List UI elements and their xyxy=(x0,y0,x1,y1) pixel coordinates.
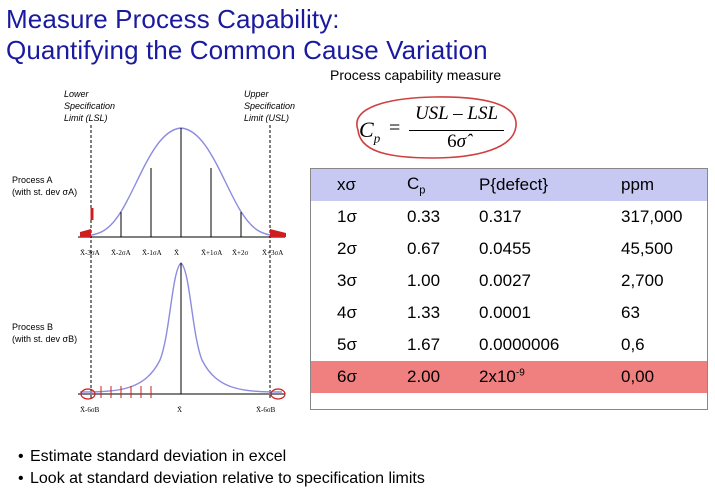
usl-label-3: Limit (USL) xyxy=(244,113,289,123)
tick-a: X̄+2σ xyxy=(232,249,249,257)
formula-denominator: 6σ̂ xyxy=(447,131,466,152)
header-pdefect: P{defect} xyxy=(479,169,621,201)
formula-lhs: Cp xyxy=(359,117,381,146)
cell-sigma: 4σ xyxy=(337,303,357,322)
tail-right-a xyxy=(270,229,286,237)
cell-sigma: 5σ xyxy=(337,335,357,354)
bullet-item: Look at standard deviation relative to s… xyxy=(18,468,425,490)
cell-pdefect: 0.0000006 xyxy=(479,335,560,354)
process-b-label: Process B xyxy=(12,322,53,332)
cell-sigma: 6σ xyxy=(311,361,407,393)
cell-sigma: 1σ xyxy=(337,207,357,226)
formula-numerator: USL – LSL xyxy=(414,103,499,124)
cp-formula: Cp = USL – LSL 6σ̂ xyxy=(359,103,509,153)
cell-ppm: 0,00 xyxy=(621,361,707,393)
cell-ppm: 2,700 xyxy=(621,271,664,290)
tick-a: X̄+1σA xyxy=(201,249,222,257)
table-row-highlighted: 6σ 2.00 2x10-9 0,00 xyxy=(311,361,707,393)
bullet-list: Estimate standard deviation in excel Loo… xyxy=(18,446,425,490)
cell-cp: 2.00 xyxy=(407,361,479,393)
cell-pdefect: 0.0027 xyxy=(479,271,531,290)
cell-cp: 0.33 xyxy=(407,207,441,226)
cell-sigma: 2σ xyxy=(337,239,357,258)
lsl-label-2: Specification xyxy=(64,101,115,111)
cell-ppm: 317,000 xyxy=(621,207,683,226)
tick-a: X̄+3σA xyxy=(262,249,283,257)
lsl-label-3: Limit (LSL) xyxy=(64,113,108,123)
title-line-1: Measure Process Capability: xyxy=(6,4,340,34)
header-cp: Cp xyxy=(407,169,479,201)
header-ppm: ppm xyxy=(621,169,707,201)
fraction-bar xyxy=(409,130,504,131)
cell-ppm: 63 xyxy=(621,303,640,322)
process-b-sub: (with st. dev σB) xyxy=(12,334,77,344)
cell-ppm: 45,500 xyxy=(621,239,673,258)
process-a-sub: (with st. dev σA) xyxy=(12,187,77,197)
tail-circle-left-b xyxy=(80,388,96,400)
lsl-label-1: Lower xyxy=(64,89,90,99)
tail-circle-right-b xyxy=(270,388,286,400)
tick-b: X̄ xyxy=(177,406,182,414)
cell-ppm: 0,6 xyxy=(621,335,645,354)
cell-cp: 1.33 xyxy=(407,303,441,322)
table-row: 5σ 1.67 0.0000006 0,6 xyxy=(311,329,707,361)
tick-b: X̄-6σB xyxy=(80,406,100,414)
tick-b: X̄-6σB xyxy=(256,406,276,414)
tail-left-a xyxy=(80,229,91,237)
capability-table: xσ Cp P{defect} ppm 1σ 0.33 0.317 317,00… xyxy=(311,169,707,393)
header-sigma: xσ xyxy=(311,169,407,201)
table-row: 3σ 1.00 0.0027 2,700 xyxy=(311,265,707,297)
cell-pdefect: 0.317 xyxy=(479,207,522,226)
tick-a: X̄-1σA xyxy=(142,249,162,257)
cell-cp: 1.67 xyxy=(407,335,441,354)
cell-pdefect: 0.0455 xyxy=(479,239,531,258)
tick-a: X̄-2σA xyxy=(111,249,131,257)
process-a-label: Process A xyxy=(12,175,53,185)
formula-equals: = xyxy=(389,117,401,139)
usl-label-1: Upper xyxy=(244,89,270,99)
cell-cp: 0.67 xyxy=(407,239,441,258)
cell-pdefect: 0.0001 xyxy=(479,303,531,322)
formula-ellipse xyxy=(356,96,517,159)
tick-a: X̄-3σA xyxy=(80,249,100,257)
slide-title: Measure Process Capability: Quantifying … xyxy=(6,4,488,66)
tick-a: X̄ xyxy=(174,249,179,257)
usl-label-2: Specification xyxy=(244,101,295,111)
cell-cp: 1.00 xyxy=(407,271,441,290)
table-header-row: xσ Cp P{defect} ppm xyxy=(311,169,707,201)
formula-caption: Process capability measure xyxy=(330,67,502,83)
cell-sigma: 3σ xyxy=(337,271,357,290)
table-row: 1σ 0.33 0.317 317,000 xyxy=(311,201,707,233)
distribution-diagram: Lower Specification Limit (LSL) Upper Sp… xyxy=(12,89,295,414)
cell-pdefect: 2x10-9 xyxy=(479,361,621,393)
title-line-2: Quantifying the Common Cause Variation xyxy=(6,35,488,65)
bullet-item: Estimate standard deviation in excel xyxy=(18,446,425,468)
table-row: 4σ 1.33 0.0001 63 xyxy=(311,297,707,329)
table-row: 2σ 0.67 0.0455 45,500 xyxy=(311,233,707,265)
